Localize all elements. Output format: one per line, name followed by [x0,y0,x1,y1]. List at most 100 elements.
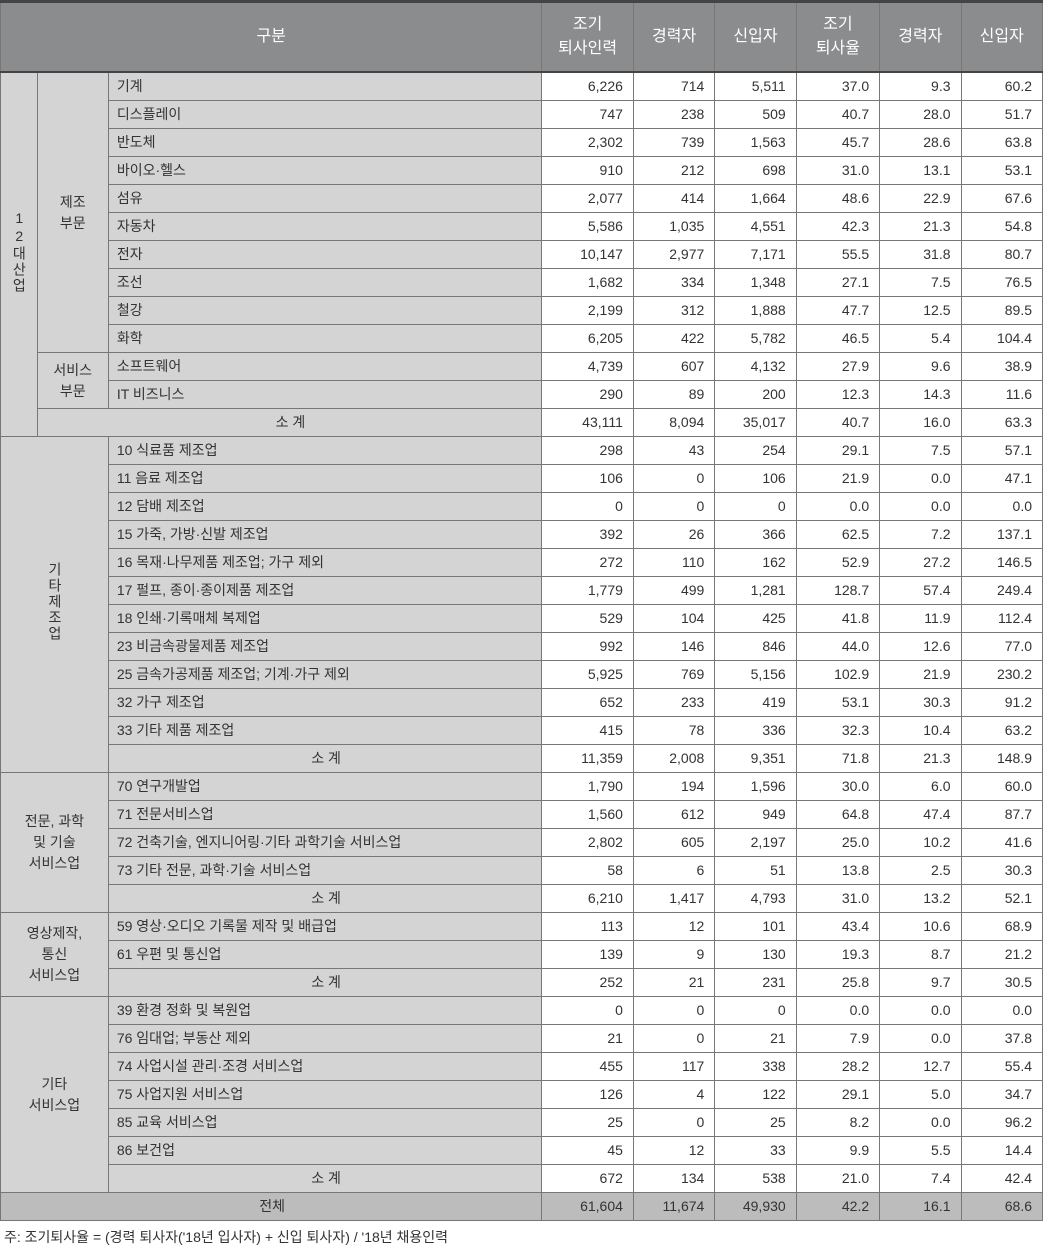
value-cell: 68.6 [961,1193,1042,1221]
row-label: 기계 [108,72,541,101]
value-cell: 0 [542,997,634,1025]
value-cell: 1,563 [715,129,796,157]
value-cell: 30.3 [880,689,961,717]
row-label: 조선 [108,269,541,297]
row-label: IT 비즈니스 [108,381,541,409]
value-cell: 4,739 [542,353,634,381]
value-cell: 4,793 [715,885,796,913]
value-cell: 5,156 [715,661,796,689]
value-cell: 27.9 [796,353,879,381]
value-cell: 130 [715,941,796,969]
value-cell: 58 [542,857,634,885]
value-cell: 16.1 [880,1193,961,1221]
table-row: 76 임대업; 부동산 제외210217.90.037.8 [1,1025,1043,1053]
value-cell: 43.4 [796,913,879,941]
value-cell: 21 [633,969,714,997]
row-label: 12 담배 제조업 [108,493,541,521]
value-cell: 11,674 [633,1193,714,1221]
value-cell: 499 [633,577,714,605]
value-cell: 9 [633,941,714,969]
value-cell: 1,888 [715,297,796,325]
table-row: 12대산업제조 부문기계6,2267145,51137.09.360.2 [1,72,1043,101]
table-row: 71 전문서비스업1,56061294964.847.487.7 [1,801,1043,829]
value-cell: 200 [715,381,796,409]
value-cell: 34.7 [961,1081,1042,1109]
value-cell: 2,197 [715,829,796,857]
value-cell: 2,977 [633,241,714,269]
value-cell: 52.9 [796,549,879,577]
value-cell: 10.2 [880,829,961,857]
value-cell: 0 [715,997,796,1025]
row-label: 72 건축기술, 엔지니어링·기타 과학기술 서비스업 [108,829,541,857]
value-cell: 57.4 [880,577,961,605]
row-label: 76 임대업; 부동산 제외 [108,1025,541,1053]
value-cell: 80.7 [961,241,1042,269]
col-header-category: 구분 [1,2,542,73]
row-label: 70 연구개발업 [108,773,541,801]
value-cell: 122 [715,1081,796,1109]
table-row: 11 음료 제조업106010621.90.047.1 [1,465,1043,493]
subtotal-row: 소 계11,3592,0089,35171.821.3148.9 [1,745,1043,773]
value-cell: 31.8 [880,241,961,269]
value-cell: 134 [633,1165,714,1193]
table-row: 기타 서비스업39 환경 정화 및 복원업0000.00.00.0 [1,997,1043,1025]
row-label: 71 전문서비스업 [108,801,541,829]
value-cell: 14.4 [961,1137,1042,1165]
value-cell: 25.0 [796,829,879,857]
row-label: 반도체 [108,129,541,157]
value-cell: 231 [715,969,796,997]
value-cell: 230.2 [961,661,1042,689]
value-cell: 35,017 [715,409,796,437]
value-cell: 13.8 [796,857,879,885]
table-row: 조선1,6823341,34827.17.576.5 [1,269,1043,297]
value-cell: 91.2 [961,689,1042,717]
value-cell: 4,132 [715,353,796,381]
value-cell: 139 [542,941,634,969]
row-label: 디스플레이 [108,101,541,129]
value-cell: 13.2 [880,885,961,913]
value-cell: 28.2 [796,1053,879,1081]
value-cell: 104 [633,605,714,633]
table-row: 32 가구 제조업65223341953.130.391.2 [1,689,1043,717]
value-cell: 28.0 [880,101,961,129]
value-cell: 63.2 [961,717,1042,745]
value-cell: 89 [633,381,714,409]
value-cell: 1,417 [633,885,714,913]
value-cell: 334 [633,269,714,297]
value-cell: 19.3 [796,941,879,969]
value-cell: 44.0 [796,633,879,661]
table-row: 서비스 부문소프트웨어4,7396074,13227.99.638.9 [1,353,1043,381]
table-row: 영상제작, 통신 서비스업59 영상·오디오 기록물 제작 및 배급업11312… [1,913,1043,941]
value-cell: 8.7 [880,941,961,969]
value-cell: 238 [633,101,714,129]
value-cell: 30.0 [796,773,879,801]
value-cell: 769 [633,661,714,689]
table-row: 16 목재·나무제품 제조업; 가구 제외27211016252.927.214… [1,549,1043,577]
value-cell: 53.1 [796,689,879,717]
value-cell: 62.5 [796,521,879,549]
value-cell: 28.6 [880,129,961,157]
value-cell: 113 [542,913,634,941]
value-cell: 4 [633,1081,714,1109]
value-cell: 6,210 [542,885,634,913]
value-cell: 10.6 [880,913,961,941]
value-cell: 12.6 [880,633,961,661]
subtotal-label: 소 계 [37,409,542,437]
value-cell: 148.9 [961,745,1042,773]
value-cell: 21.2 [961,941,1042,969]
data-table: 구분 조기 퇴사인력 경력자 신입자 조기 퇴사율 경력자 신입자 12대산업제… [0,0,1043,1221]
table-row: 섬유2,0774141,66448.622.967.6 [1,185,1043,213]
value-cell: 12 [633,913,714,941]
value-cell: 13.1 [880,157,961,185]
value-cell: 252 [542,969,634,997]
value-cell: 414 [633,185,714,213]
section-other-manufacturing: 기타제조업 [1,437,109,773]
value-cell: 0.0 [880,1025,961,1053]
value-cell: 112.4 [961,605,1042,633]
value-cell: 2,199 [542,297,634,325]
value-cell: 419 [715,689,796,717]
row-label: 74 사업시설 관리·조경 서비스업 [108,1053,541,1081]
value-cell: 38.9 [961,353,1042,381]
section-media-comm-service: 영상제작, 통신 서비스업 [1,913,109,997]
table-row: 33 기타 제품 제조업4157833632.310.463.2 [1,717,1043,745]
